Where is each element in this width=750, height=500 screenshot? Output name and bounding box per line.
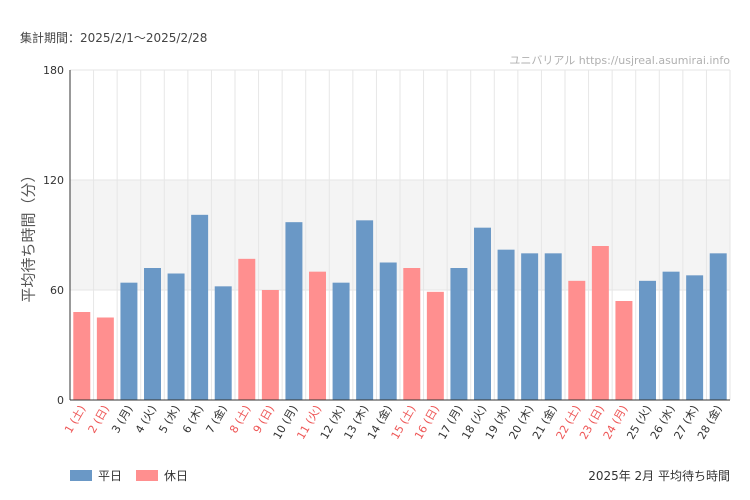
bar xyxy=(615,301,633,400)
legend-label-weekday: 平日 xyxy=(98,469,123,483)
legend-item-weekday[interactable]: 平日 xyxy=(70,467,122,484)
bar xyxy=(474,227,491,400)
bar xyxy=(309,271,326,400)
bar xyxy=(238,258,256,400)
legend: 平日 休日 xyxy=(70,467,188,484)
chart-footer-title: 2025年 2月 平均待ち時間 xyxy=(588,469,730,483)
y-tick-label: 0 xyxy=(57,394,64,407)
bar xyxy=(167,273,185,400)
bar xyxy=(568,280,586,400)
period-label: 集計期間：2025/2/1〜2025/2/28 xyxy=(20,31,208,45)
bar xyxy=(356,220,374,400)
y-tick-label: 180 xyxy=(43,64,64,77)
y-axis-label: 平均待ち時間（分） xyxy=(19,167,38,303)
y-tick-label: 120 xyxy=(43,174,64,187)
x-tick-label: 5 (水) xyxy=(156,403,182,436)
x-tick-label: 8 (土) xyxy=(227,403,253,436)
bar xyxy=(662,271,680,400)
x-tick-label: 4 (火) xyxy=(133,403,159,436)
bar xyxy=(450,268,468,400)
legend-swatch-weekday xyxy=(70,470,92,481)
bar xyxy=(332,282,350,400)
bar xyxy=(73,312,91,400)
bar xyxy=(379,262,397,400)
legend-label-holiday: 休日 xyxy=(164,469,189,483)
source-label: ユニバリアル https://usjreal.asumirai.info xyxy=(509,54,730,67)
bar xyxy=(403,268,421,400)
bar xyxy=(591,246,609,400)
bar xyxy=(686,275,704,400)
bar xyxy=(214,286,232,400)
x-tick-label: 1 (土) xyxy=(62,403,88,436)
x-tick-label: 7 (金) xyxy=(203,403,230,436)
bar xyxy=(96,317,114,400)
x-tick-label: 2 (日) xyxy=(86,403,112,436)
bar xyxy=(144,268,161,400)
bar xyxy=(426,291,444,400)
bar xyxy=(285,222,303,400)
bar xyxy=(191,214,209,400)
y-tick-label: 60 xyxy=(50,284,64,297)
bar xyxy=(544,253,562,400)
bar xyxy=(261,290,279,400)
bar xyxy=(639,280,656,400)
bar xyxy=(709,253,727,400)
bar xyxy=(120,282,138,400)
legend-item-holiday[interactable]: 休日 xyxy=(136,467,188,484)
x-tick-label: 6 (木) xyxy=(180,403,206,436)
bar xyxy=(521,253,539,400)
x-tick-label: 3 (月) xyxy=(109,403,135,436)
bar xyxy=(497,249,515,400)
legend-swatch-holiday xyxy=(136,470,159,481)
